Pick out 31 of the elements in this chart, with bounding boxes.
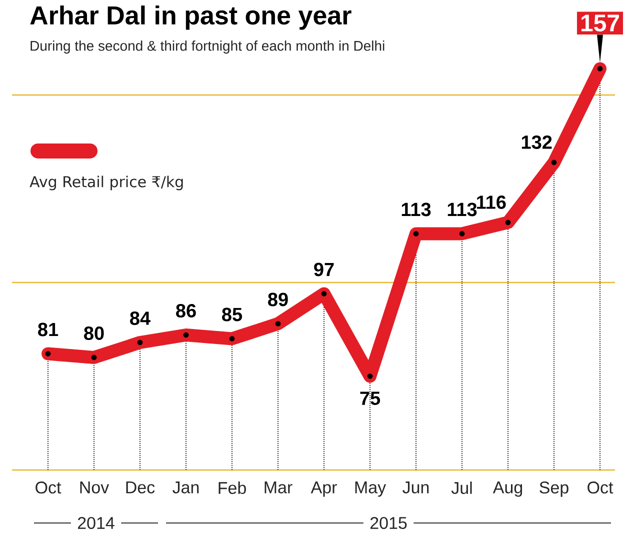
data-label: 116: [477, 196, 506, 209]
x-tick-label: Nov: [80, 482, 110, 494]
x-tick-label: Sep: [540, 482, 568, 497]
x-tick-label: Jun: [402, 482, 429, 494]
data-label: 113: [448, 202, 477, 216]
data-label: 97: [314, 262, 334, 276]
x-tick-label: Aug: [492, 482, 522, 497]
x-tick-label: Apr: [310, 482, 337, 497]
data-label: 84: [130, 312, 150, 325]
x-tick-label: Jul: [451, 482, 472, 494]
x-tick-label: Oct: [588, 482, 614, 494]
legend-label: Avg Retail price ₹/kg: [30, 176, 183, 190]
x-tick-label: Feb: [218, 482, 246, 494]
chart-subtitle: During the second & third fortnight of each month in Delhi: [30, 40, 384, 54]
text: 2014: [78, 516, 114, 530]
data-label: 75: [360, 392, 380, 406]
x-tick-label: Mar: [264, 482, 292, 494]
data-label: 132: [522, 135, 552, 149]
data-label: 157: [581, 14, 619, 32]
data-label: 89: [268, 292, 288, 306]
x-tick-label: Dec: [126, 482, 155, 494]
text: 2015: [370, 516, 407, 530]
x-tick-label: May: [355, 482, 386, 497]
data-label: 80: [84, 326, 104, 340]
data-label: 85: [222, 308, 242, 322]
data-label: 81: [38, 322, 58, 336]
data-label: 113: [402, 202, 431, 216]
x-tick-label: Oct: [36, 482, 62, 494]
chart-title: Arhar Dal in past one year: [30, 6, 352, 30]
data-label: 86: [176, 304, 196, 318]
x-tick-label: Jan: [172, 482, 199, 494]
